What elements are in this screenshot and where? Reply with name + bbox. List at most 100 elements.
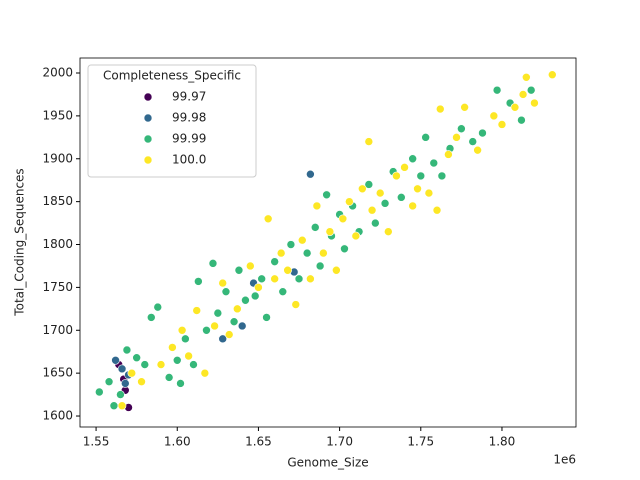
scatter-point [224, 330, 234, 339]
scatter-point [270, 257, 279, 266]
scatter-point [237, 321, 247, 331]
scatter-point [338, 214, 348, 224]
scatter-point [140, 360, 150, 369]
scatter-point [234, 265, 244, 275]
scatter-point [517, 115, 526, 125]
scatter-point [432, 205, 442, 215]
y-tick-label: 1850 [42, 194, 73, 208]
x-tick-label: 1.55 [83, 435, 110, 449]
scatter-point [380, 199, 390, 208]
x-tick-label: 1.70 [326, 435, 353, 449]
scatter-point [416, 171, 426, 181]
scatter-point [286, 240, 296, 249]
scatter-point [473, 145, 482, 155]
scatter-point [208, 259, 218, 268]
scatter-point [522, 72, 531, 82]
scatter-point [278, 287, 288, 296]
scatter-point [276, 248, 286, 258]
scatter-point [306, 274, 315, 284]
legend-marker [143, 155, 153, 165]
y-tick-label: 1700 [42, 323, 73, 337]
x-offset-label: 1e6 [553, 453, 576, 467]
scatter-point [210, 321, 219, 331]
scatter-point [213, 308, 223, 318]
scatter-point [132, 353, 141, 363]
scatter-point [371, 218, 380, 228]
legend-label: 99.98 [172, 111, 206, 125]
legend-marker [143, 113, 153, 123]
scatter-point [192, 306, 202, 315]
scatter-point [510, 103, 520, 112]
scatter-point [177, 325, 187, 335]
scatter-point [153, 302, 163, 312]
scatter-point [408, 154, 417, 164]
scatter-point [297, 235, 307, 245]
y-tick-label: 1650 [42, 366, 73, 380]
scatter-point [351, 231, 361, 241]
x-tick-label: 1.80 [489, 435, 516, 449]
scatter-point [364, 137, 374, 146]
scatter-point [95, 387, 104, 397]
scatter-point [322, 190, 331, 200]
scatter-point [526, 85, 536, 95]
scatter-point [375, 188, 385, 198]
scatter-point [291, 300, 301, 309]
scatter-point [518, 90, 528, 99]
scatter-point [437, 171, 447, 181]
scatter-point [189, 360, 198, 369]
scatter-point [384, 227, 393, 236]
scatter-point [457, 124, 466, 134]
scatter-point [176, 379, 185, 388]
scatter-point [104, 377, 114, 387]
legend-marker [143, 92, 153, 102]
scatter-point [358, 184, 367, 194]
x-axis-label: Genome_Size [287, 456, 368, 470]
scatter-point [116, 390, 125, 399]
y-tick-label: 1750 [42, 280, 73, 294]
scatter-point [241, 295, 250, 305]
scatter-point [489, 111, 499, 121]
scatter-point [364, 180, 374, 189]
scatter-point [460, 103, 469, 112]
scatter-point [172, 355, 182, 365]
scatter-point [168, 343, 177, 352]
scatter-point [306, 169, 315, 179]
scatter-point [156, 360, 166, 369]
legend-title: Completeness_Specific [103, 69, 241, 83]
scatter-point [283, 265, 292, 275]
scatter-point [270, 274, 279, 284]
y-axis-label: Total_Coding_Sequences [13, 168, 27, 316]
scatter-point [218, 278, 228, 288]
y-tick-label: 2000 [42, 66, 73, 80]
scatter-point [444, 150, 453, 159]
scatter-point [468, 137, 478, 146]
scatter-point [367, 205, 377, 215]
scatter-point [413, 184, 422, 194]
scatter-point [319, 248, 328, 258]
scatter-point [478, 128, 487, 138]
legend-box [87, 64, 257, 178]
scatter-point [262, 313, 271, 322]
scatter-point [250, 291, 260, 301]
scatter-point [229, 317, 239, 326]
scatter-point [233, 304, 242, 314]
x-tick-label: 1.60 [164, 435, 191, 449]
legend-marker [143, 134, 153, 144]
scatter-point [263, 214, 273, 224]
x-tick-label: 1.75 [407, 435, 434, 449]
scatter-point [424, 188, 434, 198]
scatter-point [408, 201, 417, 211]
scatter-point [315, 261, 325, 271]
scatter-point [530, 98, 539, 108]
scatter-point [302, 248, 312, 258]
scatter-point [200, 368, 210, 378]
scatter-point [257, 274, 266, 284]
scatter-point [111, 355, 120, 365]
scatter-point [325, 227, 335, 236]
scatter-point [202, 325, 211, 335]
scatter-point [254, 283, 263, 292]
legend-label: 100.0 [172, 153, 206, 167]
scatter-point [181, 334, 190, 344]
scatter-point [109, 401, 119, 411]
